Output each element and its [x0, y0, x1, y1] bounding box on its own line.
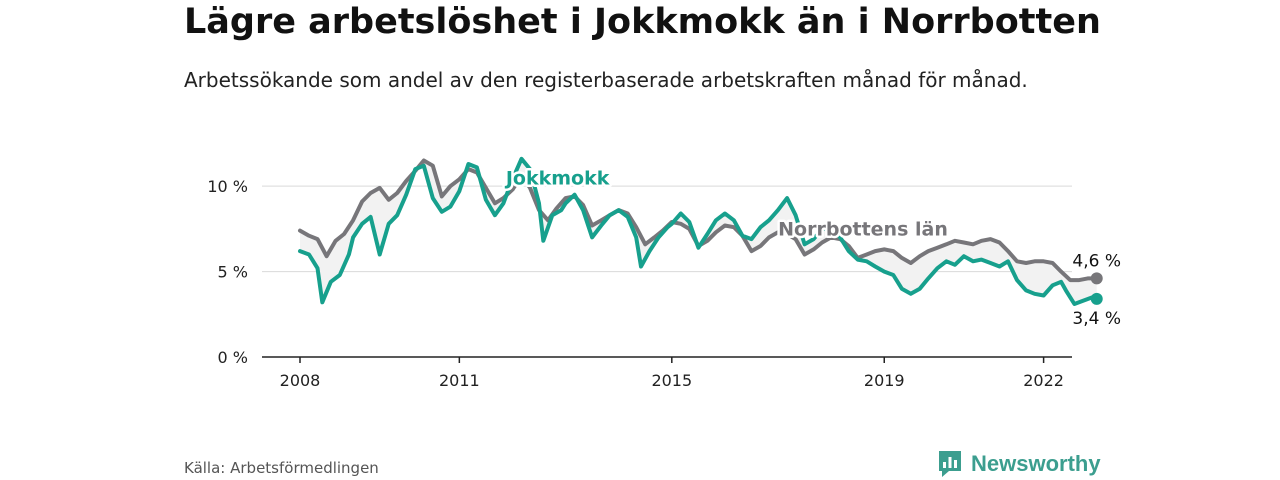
y-tick-label: 0 %: [218, 348, 248, 367]
source-note: Källa: Arbetsförmedlingen: [184, 459, 379, 477]
x-tick-label: 2019: [864, 371, 905, 390]
brand-logo[interactable]: Newsworthy: [937, 449, 1101, 479]
chart-title: Lägre arbetslöshet i Jokkmokk än i Norrb…: [184, 2, 1101, 42]
y-tick-label: 5 %: [218, 263, 248, 282]
end-point-jokkmokk: [1090, 292, 1103, 305]
series-lines: [298, 156, 1103, 306]
x-tick-label: 2015: [651, 371, 692, 390]
chart-subtitle: Arbetssökande som andel av den registerb…: [184, 68, 1028, 92]
newsworthy-logo-icon: [939, 451, 961, 477]
end-value-label-jokkmokk: 3,4 %: [1072, 309, 1121, 329]
series-line-jokkmokk: [298, 156, 1099, 306]
brand-name: Newsworthy: [971, 451, 1101, 476]
x-tick-label: 2008: [280, 371, 321, 390]
area-between-series: [300, 158, 1097, 304]
x-tick-label: 2022: [1023, 371, 1064, 390]
end-point-norrbotten: [1090, 272, 1103, 285]
axis-layer: 0 % 5 % 10 % 2008 2011 2015 2019 2022: [207, 177, 1072, 390]
y-tick-label: 10 %: [207, 177, 248, 196]
series-label-jokkmokk: Jokkmokk: [504, 167, 610, 189]
series-labels: 4,6 % 3,4 % Jokkmokk Norrbottens län: [501, 165, 1121, 329]
series-label-norrbotten: Norrbottens län: [778, 219, 948, 241]
end-value-label-norrbotten: 4,6 %: [1072, 251, 1121, 271]
x-tick-label: 2011: [439, 371, 480, 390]
